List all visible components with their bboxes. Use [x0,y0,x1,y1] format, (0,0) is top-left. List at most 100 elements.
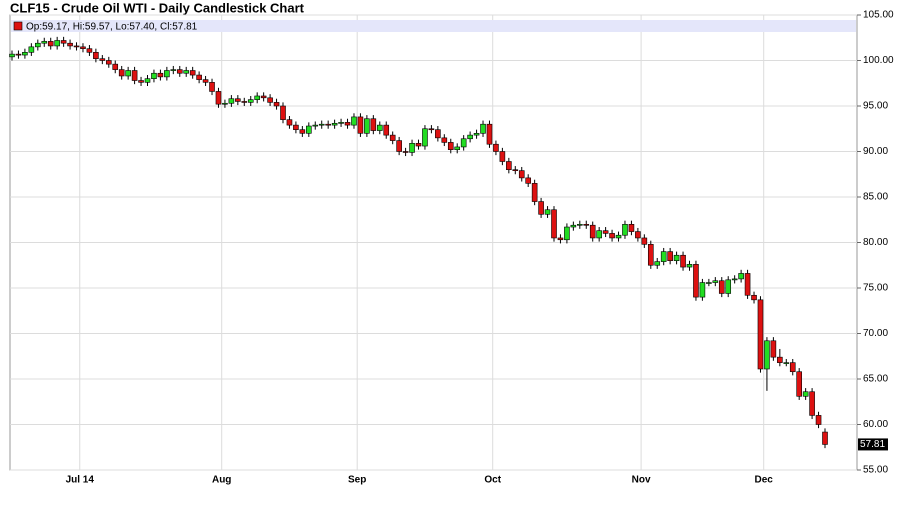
candle-body [86,48,93,53]
candle-body [312,124,319,127]
candle-body [93,52,99,59]
candle-body [725,279,732,294]
candle-body [280,105,286,120]
candle-body [164,70,170,78]
candle-body [35,42,41,48]
candle-body [757,299,764,370]
y-tick-label: 95.00 [863,101,888,112]
candle-body [273,102,280,107]
candle-body [447,142,454,150]
candle-body [693,264,699,298]
candle-body [28,46,35,53]
candle-body [247,99,254,103]
candle-body [344,122,351,126]
candle-body [396,140,402,152]
candle-body [318,123,325,126]
candle-body [718,280,725,294]
candle-body [222,102,228,105]
x-tick-label: Dec [755,475,774,486]
candle-body [15,53,22,56]
candle-body [544,209,551,215]
candle-body [789,362,796,373]
candle-body [815,415,822,425]
candle-body [228,98,235,104]
candle-body [822,431,828,445]
candle-body [235,98,241,102]
candle-body [512,169,519,171]
candle-body [647,244,654,266]
x-tick-label: Nov [632,475,651,486]
candle-body [564,226,570,241]
candle-body [441,137,448,143]
candle-body [202,79,209,83]
candle-body [189,70,196,76]
candle-body [67,42,73,47]
candles [9,36,828,449]
price-tag: 57.81 [860,439,885,450]
candle-body [254,95,260,100]
candle-body [480,123,486,134]
legend-swatch [13,21,23,31]
candle-body [686,264,693,268]
candle-body [557,237,564,241]
candle-body [518,170,525,179]
candle-body [351,116,357,126]
candle-body [196,74,202,80]
y-tick-label: 80.00 [863,237,888,248]
y-tick-label: 65.00 [863,374,888,385]
candle-body [138,80,144,83]
candle-body [583,224,590,226]
candle-body [389,134,396,141]
candle-body [802,391,809,397]
candle-body [299,129,306,134]
candle-body [402,151,409,153]
candle-body [9,53,15,58]
candle-body [364,118,370,134]
candle-body [531,183,538,202]
grid [10,14,857,471]
candle-body [22,52,28,56]
y-tick-label: 105.00 [863,10,894,21]
candle-body [422,128,428,147]
candle-body [770,340,777,358]
y-tick-label: 70.00 [863,328,888,339]
candle-body [635,231,641,239]
candle-body [435,129,441,139]
candle-body [609,233,615,239]
candle-body [112,63,119,70]
candle-body [731,278,738,281]
candle-body [60,40,67,44]
candle-body [376,124,383,131]
candle-body [667,251,673,262]
candle-body [493,143,499,152]
candle-body [383,124,390,136]
candle-body [602,230,609,234]
y-tick-label: 90.00 [863,146,888,157]
candle-body [47,41,54,47]
candle-body [577,224,583,226]
candle-body [764,340,770,370]
candle-body [415,143,422,147]
legend-text: Op:59.17, Hi:59.57, Lo:57.40, Cl:57.81 [26,22,198,33]
candle-body [54,40,60,47]
candle-body [209,82,215,92]
candle-body [712,280,719,283]
y-tick-label: 85.00 [863,192,888,203]
candle-body [699,282,706,298]
y-tick-label: 55.00 [863,465,888,476]
x-tick-label: Jul 14 [66,475,95,486]
candle-body [157,72,164,78]
candle-body [473,133,480,136]
candle-body [596,230,602,239]
candle-body [680,254,686,268]
candle-body [183,70,190,74]
candle-body [99,58,106,61]
candle-body [551,209,557,239]
candle-body [673,254,680,262]
candle-body [118,69,125,77]
candle-body [589,224,596,239]
candle-body [570,224,577,228]
candle-body [409,143,415,153]
chart-title: CLF15 - Crude Oil WTI - Daily Candlestic… [10,0,305,15]
